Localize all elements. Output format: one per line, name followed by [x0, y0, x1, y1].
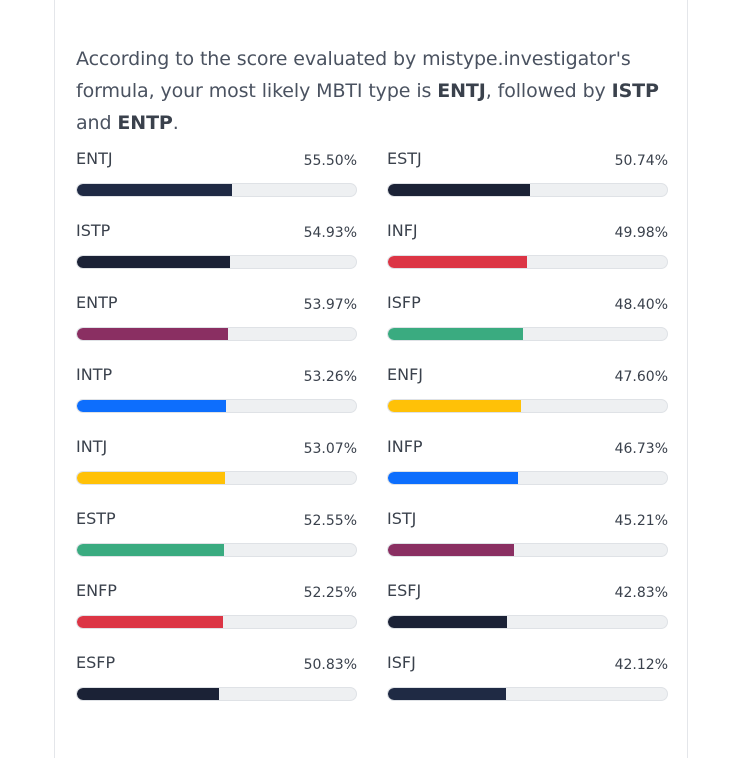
- progress-fill: [388, 184, 530, 196]
- progress-fill: [77, 400, 226, 412]
- progress-track: [76, 183, 357, 197]
- progress-fill: [77, 328, 228, 340]
- type-label: ISTJ: [387, 509, 417, 528]
- progress-track: [76, 615, 357, 629]
- score-row: ISFJ 42.12%: [387, 652, 668, 712]
- type-label: INFJ: [387, 221, 418, 240]
- progress-fill: [388, 688, 506, 700]
- score-percent: 52.25%: [303, 585, 357, 601]
- score-row: INTP 53.26%: [76, 364, 357, 424]
- progress-fill: [77, 256, 231, 268]
- type-label: INTP: [76, 365, 113, 384]
- type-label: ENFJ: [387, 365, 423, 384]
- score-row: INTJ 53.07%: [76, 436, 357, 496]
- score-percent: 54.93%: [303, 225, 357, 241]
- type-label: ENTP: [76, 293, 118, 312]
- results-card: According to the score evaluated by mist…: [54, 0, 688, 758]
- progress-fill: [388, 400, 521, 412]
- progress-track: [387, 471, 668, 485]
- score-row: ESFJ 42.83%: [387, 580, 668, 640]
- score-row: ESTJ 50.74%: [387, 148, 668, 208]
- score-row: ENFP 52.25%: [76, 580, 357, 640]
- score-row: ISFP 48.40%: [387, 292, 668, 352]
- top-type: ENTJ: [437, 80, 486, 102]
- score-percent: 50.74%: [614, 153, 668, 169]
- score-percent: 53.07%: [303, 441, 357, 457]
- type-label: ENTJ: [76, 149, 113, 168]
- score-percent: 50.83%: [303, 657, 357, 673]
- score-percent: 49.98%: [614, 225, 668, 241]
- type-label: ISFP: [387, 293, 421, 312]
- progress-track: [76, 399, 357, 413]
- progress-track: [76, 543, 357, 557]
- progress-track: [76, 255, 357, 269]
- score-row: ISTP 54.93%: [76, 220, 357, 280]
- type-label: ISTP: [76, 221, 111, 240]
- type-label: ESFP: [76, 653, 116, 672]
- progress-fill: [77, 544, 224, 556]
- progress-fill: [77, 184, 232, 196]
- result-summary: According to the score evaluated by mist…: [76, 43, 676, 139]
- progress-fill: [388, 256, 528, 268]
- type-label: ISFJ: [387, 653, 416, 672]
- second-type: ISTP: [611, 80, 659, 102]
- score-row: INFP 46.73%: [387, 436, 668, 496]
- type-label: ENFP: [76, 581, 117, 600]
- progress-fill: [77, 472, 226, 484]
- progress-fill: [77, 688, 219, 700]
- progress-fill: [77, 616, 223, 628]
- type-label: ESTP: [76, 509, 116, 528]
- progress-track: [387, 615, 668, 629]
- score-row: ESTP 52.55%: [76, 508, 357, 568]
- progress-track: [387, 255, 668, 269]
- progress-track: [387, 687, 668, 701]
- progress-track: [76, 687, 357, 701]
- score-percent: 55.50%: [303, 153, 357, 169]
- type-label: ESFJ: [387, 581, 422, 600]
- progress-fill: [388, 616, 508, 628]
- type-label: INTJ: [76, 437, 108, 456]
- score-percent: 46.73%: [614, 441, 668, 457]
- score-row: ENFJ 47.60%: [387, 364, 668, 424]
- score-percent: 48.40%: [614, 297, 668, 313]
- summary-text-2: , followed by: [485, 80, 612, 102]
- score-percent: 53.97%: [303, 297, 357, 313]
- summary-text-1: According to the score evaluated by mist…: [76, 48, 631, 102]
- progress-track: [76, 327, 357, 341]
- score-row: ENTJ 55.50%: [76, 148, 357, 208]
- progress-fill: [388, 472, 519, 484]
- progress-track: [387, 183, 668, 197]
- score-row: INFJ 49.98%: [387, 220, 668, 280]
- score-percent: 52.55%: [303, 513, 357, 529]
- type-label: INFP: [387, 437, 423, 456]
- progress-track: [387, 399, 668, 413]
- progress-fill: [388, 544, 515, 556]
- score-row: ENTP 53.97%: [76, 292, 357, 352]
- score-row: ISTJ 45.21%: [387, 508, 668, 568]
- third-type: ENTP: [117, 112, 173, 134]
- score-percent: 42.83%: [614, 585, 668, 601]
- progress-track: [76, 471, 357, 485]
- score-percent: 47.60%: [614, 369, 668, 385]
- progress-fill: [388, 328, 524, 340]
- summary-text-4: .: [172, 112, 179, 134]
- score-percent: 42.12%: [614, 657, 668, 673]
- progress-track: [387, 327, 668, 341]
- type-label: ESTJ: [387, 149, 422, 168]
- score-row: ESFP 50.83%: [76, 652, 357, 712]
- summary-text-3: and: [76, 112, 118, 134]
- score-percent: 45.21%: [614, 513, 668, 529]
- score-percent: 53.26%: [303, 369, 357, 385]
- progress-track: [387, 543, 668, 557]
